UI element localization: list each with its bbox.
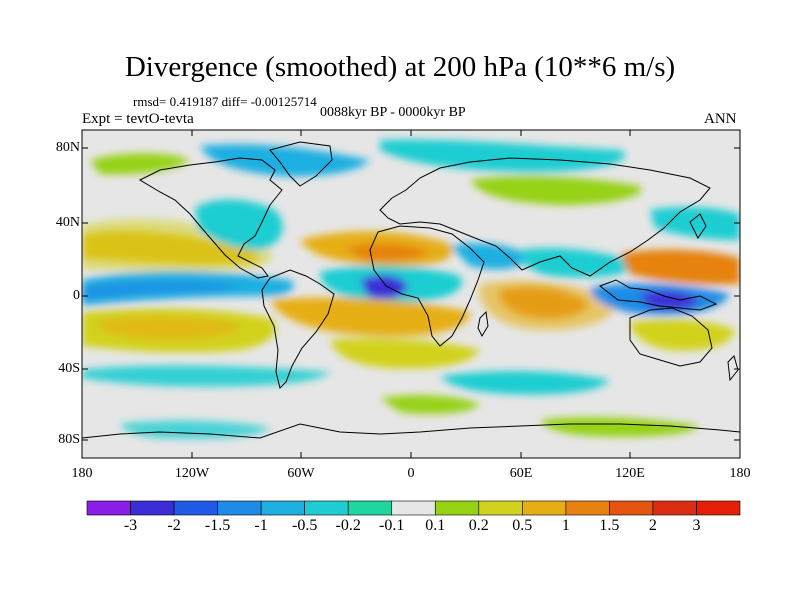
colorbar-label: 0.5	[512, 517, 533, 534]
axis-ticks	[81, 130, 741, 458]
colorbar-swatch	[696, 500, 741, 516]
coast-greenland	[269, 141, 333, 187]
field-negative-s-ocean-2	[440, 371, 610, 395]
field-negative-eq-atlantic-core	[360, 275, 408, 299]
coast-new-zealand	[727, 355, 739, 382]
colorbar-label: 1	[561, 517, 570, 534]
coast-japan	[689, 213, 707, 239]
colorbar-swatch	[652, 500, 697, 516]
stats-text: rmsd= 0.419187 diff= -0.00125714	[133, 94, 317, 109]
colorbar-label: 0.1	[425, 517, 446, 534]
lon-label-0: 0	[407, 466, 415, 481]
map-title: Divergence (smoothed) at 200 hPa (10**6 …	[124, 51, 676, 83]
lon-label-120e: 120E	[615, 466, 645, 481]
coast-europe-asia	[379, 157, 711, 277]
lon-label-180e: 180	[729, 466, 751, 481]
colorbar-swatch	[609, 500, 654, 516]
colorbar-swatch	[260, 500, 305, 516]
colorbar-swatch	[173, 500, 218, 516]
colorbar-swatch	[217, 500, 262, 516]
field-positive-n-africa-inner	[345, 243, 430, 261]
colorbar-swatch	[434, 500, 480, 516]
field-positive-australia	[630, 319, 735, 351]
colorbar-swatch	[522, 500, 567, 516]
lat-label-80n: 80N	[55, 140, 80, 155]
period-label: 0088kyr BP - 0000kyr BP	[320, 105, 466, 120]
colorbar-label: -1	[254, 517, 268, 534]
colorbar-label: 0.2	[468, 517, 489, 534]
coast-madagascar	[477, 310, 489, 338]
colorbar-swatch	[478, 500, 523, 516]
field-positive-antarctic	[540, 417, 700, 437]
field-positive-indian-ocean-outer	[479, 280, 620, 331]
lat-label-80s: 80S	[58, 432, 80, 447]
field-positive-w-pacific	[620, 249, 740, 285]
field-negative-arctic	[200, 144, 370, 177]
field-negative-antarctic	[120, 420, 270, 439]
colorbar-swatch	[347, 500, 393, 516]
coast-australia	[629, 307, 713, 367]
colorbar	[86, 500, 741, 516]
field-positive-n-eurasia	[470, 175, 642, 205]
colorbar-label: -3	[123, 517, 138, 534]
coast-south-america	[261, 269, 335, 389]
colorbar-label: -0.2	[335, 517, 361, 534]
lat-label-40s: 40S	[58, 361, 80, 376]
lat-label-40n: 40N	[55, 215, 80, 230]
field-negative-india	[520, 247, 640, 278]
field-positive-s-ocean	[380, 395, 480, 414]
field-negative-arabia	[450, 243, 530, 270]
colorbar-swatch	[391, 500, 436, 516]
field-positive-s-atlantic-outer	[330, 338, 480, 369]
field-negative-n-atlantic	[195, 199, 283, 250]
experiment-label: Expt = tevtO-tevta	[82, 111, 194, 127]
map-area	[81, 129, 741, 459]
field-negative-eq-pacific-inner	[82, 281, 240, 300]
lon-label-60w: 60W	[287, 466, 315, 481]
field-negative-n-asia	[380, 139, 626, 172]
coast-north-america	[138, 157, 283, 279]
colorbar-swatch	[86, 500, 131, 516]
lon-label-180w: 180	[71, 466, 93, 481]
colorbar-label: 2	[648, 517, 657, 534]
colorbar-label: -0.5	[292, 517, 318, 534]
coast-africa	[369, 225, 485, 347]
colorbar-swatch	[304, 500, 349, 516]
colorbar-label: 1.5	[599, 517, 620, 534]
field-negative-n-pacific-w	[650, 207, 740, 240]
colorbar-label: 3	[692, 517, 701, 534]
colorbar-label: -0.1	[379, 517, 405, 534]
season-label: ANN	[704, 111, 737, 127]
lon-label-60e: 60E	[509, 466, 533, 481]
field-positive-s-pacific-inner	[100, 316, 240, 340]
coastlines	[82, 141, 740, 439]
colorbar-swatch	[565, 500, 610, 516]
field-negative-s-ocean-1	[82, 365, 330, 387]
colorbar-label: -2	[167, 517, 181, 534]
colorbar-label: -1.5	[204, 517, 231, 534]
coast-antarctica	[82, 423, 740, 439]
coast-maritime	[598, 279, 718, 311]
lat-label-0: 0	[73, 288, 80, 303]
lon-label-120w: 120W	[174, 466, 210, 481]
colorbar-swatch	[130, 500, 175, 516]
